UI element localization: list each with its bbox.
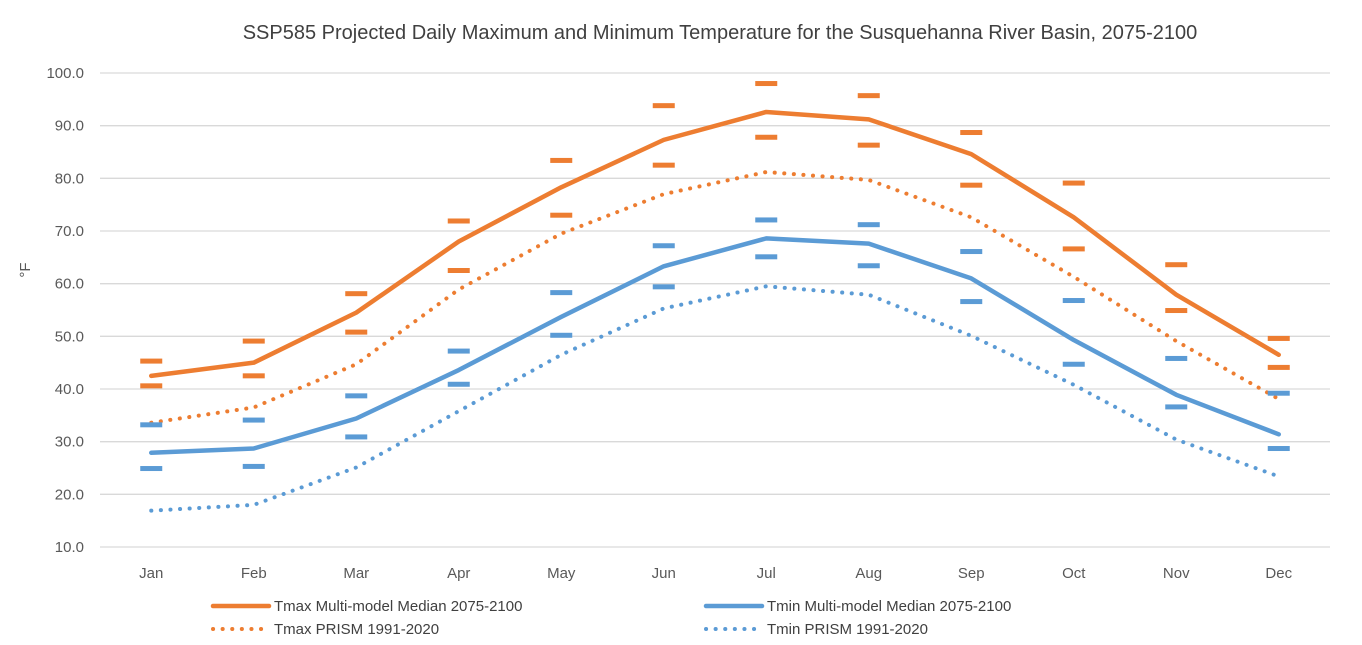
range-marker-upper [550,157,573,163]
series-line-1 [149,236,1281,455]
y-tick-label: 80.0 [55,170,84,187]
range-marker-lower [550,332,573,338]
gridlines [100,72,1330,548]
range-marker-lower [857,142,880,148]
legend-entry: Tmax Multi-model Median 2075-2100 [274,598,522,615]
range-marker-upper [1062,180,1085,186]
range-marker-lower [1165,404,1188,410]
range-marker-lower [857,263,880,269]
range-marker-upper [857,93,880,99]
range-marker-upper [755,81,778,87]
range-marker-lower [447,381,470,387]
y-tick-label: 70.0 [55,223,84,240]
range-marker-lower [1267,446,1290,452]
x-tick-label: Apr [447,565,470,582]
y-tick-label: 90.0 [55,118,84,135]
range-marker-upper [242,338,265,344]
range-marker-lower [140,383,163,389]
range-marker-upper [1062,298,1085,304]
x-tick-label: Sep [958,565,985,582]
range-marker-upper [345,393,368,399]
series-line-3 [149,284,1281,513]
range-marker-lower [960,299,983,305]
range-marker-lower [242,373,265,379]
range-marker-upper [1267,390,1290,396]
series-line-2 [149,170,1281,425]
x-tick-label: Nov [1163,565,1190,582]
range-marker-lower [447,268,470,273]
range-marker-lower [1165,308,1188,314]
y-axis-label: °F [17,262,34,277]
range-marker-lower [140,466,163,472]
range-marker-upper [140,422,163,428]
range-marker-upper [1165,355,1188,361]
x-tick-labels: Jan Feb Mar Apr May Jun Jul Aug Sep Oct Nov Dec [139,565,1292,582]
range-marker-upper [550,290,573,296]
range-markers [140,81,1290,472]
x-tick-label: Jun [652,565,676,582]
x-tick-label: Oct [1062,565,1086,582]
range-marker-lower [652,284,675,290]
series-lines [149,109,1281,513]
x-tick-label: Feb [241,565,267,582]
legend-entry: Tmin Multi-model Median 2075-2100 [767,598,1011,615]
legend-entry: Tmax PRISM 1991-2020 [274,621,439,638]
legend-entry: Tmin PRISM 1991-2020 [767,621,928,638]
range-marker-lower [652,162,675,168]
range-marker-upper [652,103,675,109]
x-tick-label: May [547,565,576,582]
x-tick-label: Dec [1265,565,1292,582]
legend: Tmax Multi-model Median 2075-2100 Tmin Mu… [210,598,1011,638]
range-marker-lower [550,212,573,218]
chart-title: SSP585 Projected Daily Maximum and Minim… [243,22,1198,44]
x-tick-label: Jul [757,565,776,582]
y-tick-label: 60.0 [55,276,84,293]
range-marker-lower [1062,361,1085,367]
y-tick-label: 40.0 [55,381,84,398]
range-marker-lower [1062,246,1085,252]
range-marker-lower [960,182,983,188]
range-marker-lower [345,434,368,440]
x-tick-label: Mar [343,565,369,582]
range-marker-lower [755,254,778,260]
y-tick-label: 10.0 [55,539,84,556]
y-tick-labels: 10.0 20.0 30.0 40.0 50.0 60.0 70.0 80.0 90.0 100.… [46,65,84,556]
range-marker-upper [960,130,983,136]
range-marker-upper [447,218,470,224]
range-marker-upper [960,249,983,255]
range-marker-lower [242,463,265,469]
range-marker-upper [242,417,265,423]
y-tick-label: 50.0 [55,328,84,345]
range-marker-upper [345,291,368,297]
range-marker-upper [857,222,880,228]
range-marker-upper [652,243,675,249]
x-tick-label: Jan [139,565,163,582]
y-tick-label: 30.0 [55,434,84,451]
range-marker-lower [345,329,368,335]
range-marker-upper [447,348,470,354]
y-tick-label: 100.0 [46,65,84,82]
series-line-0 [149,109,1281,379]
range-marker-upper [755,217,778,223]
x-tick-label: Aug [855,565,882,582]
range-marker-lower [1267,364,1290,370]
range-marker-lower [755,134,778,140]
range-marker-upper [140,358,163,364]
y-tick-label: 20.0 [55,486,84,503]
range-marker-upper [1165,262,1188,268]
range-marker-upper [1267,335,1290,341]
